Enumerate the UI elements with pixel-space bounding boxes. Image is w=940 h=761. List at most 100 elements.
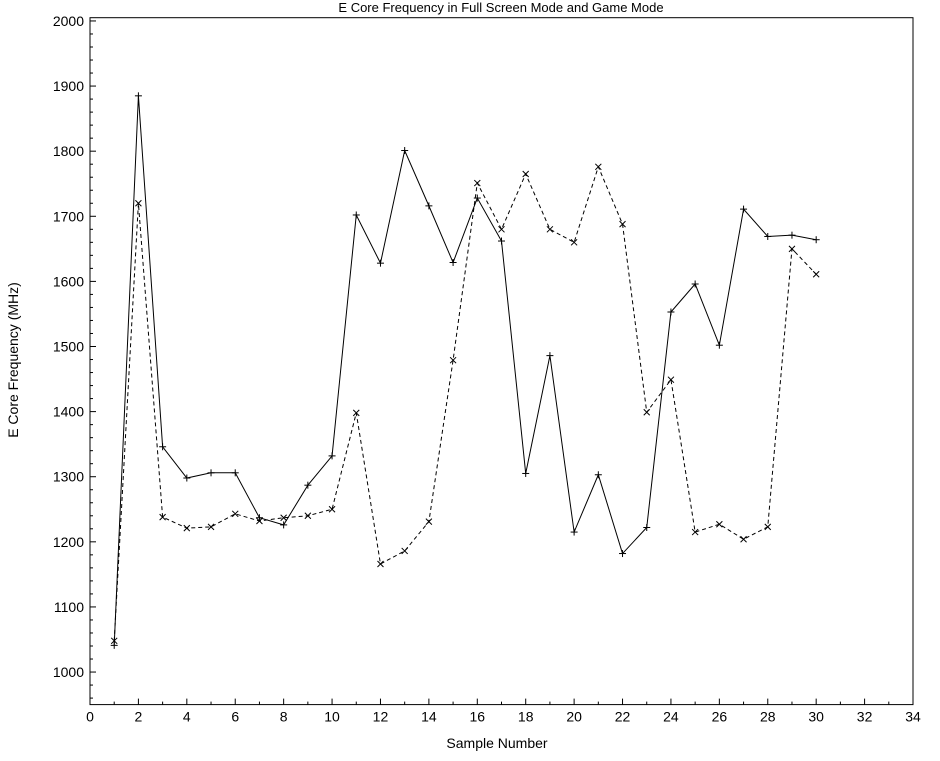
marker-stroke (110, 637, 118, 645)
data-point-plus (328, 452, 336, 460)
data-point-plus (546, 352, 554, 360)
data-point-x (473, 179, 481, 187)
series-line-solid (113, 95, 817, 646)
data-point-x (788, 245, 796, 253)
data-point-plus (207, 469, 215, 477)
x-tick-label: 14 (421, 709, 437, 725)
data-point-x (546, 225, 554, 233)
series-line-dashed (113, 165, 817, 641)
y-tick-label: 1000 (53, 664, 84, 680)
y-tick-label: 1100 (54, 599, 84, 615)
data-point-x (304, 512, 312, 520)
marker-stroke (594, 163, 602, 171)
marker-stroke (740, 535, 747, 543)
marker-stroke (425, 518, 433, 525)
x-axis-label: Sample Number (446, 735, 547, 751)
marker-stroke (546, 225, 554, 233)
marker-stroke (304, 512, 312, 520)
marker-stroke (401, 547, 409, 555)
data-point-x (449, 356, 457, 364)
x-tick-label: 4 (183, 709, 191, 725)
marker-stroke (812, 270, 820, 278)
x-tick-label: 32 (857, 709, 873, 725)
data-point-x (643, 408, 651, 416)
x-tick-label: 34 (905, 709, 921, 725)
data-point-plus (473, 194, 481, 202)
data-point-x (570, 238, 578, 246)
marker-stroke (135, 199, 142, 207)
data-point-x (110, 637, 118, 645)
x-tick-label: 24 (663, 709, 679, 725)
data-point-plus (788, 231, 796, 239)
data-point-x (207, 523, 215, 531)
marker-stroke (764, 523, 772, 531)
marker-stroke (207, 523, 215, 531)
marker-stroke (183, 524, 191, 532)
y-axis-label: E Core Frequency (MHz) (5, 282, 21, 438)
data-point-plus (740, 205, 748, 213)
marker-stroke (788, 245, 796, 253)
data-point-plus (643, 524, 651, 532)
data-point-x (691, 528, 699, 536)
x-tick-label: 20 (566, 709, 582, 725)
data-point-plus (715, 341, 723, 349)
marker-stroke (280, 514, 288, 522)
data-point-x (594, 163, 602, 171)
data-point-plus (667, 308, 675, 316)
data-point-x (667, 376, 675, 384)
y-tick-label: 1400 (53, 404, 84, 420)
x-tick-label: 8 (280, 709, 288, 725)
data-point-plus (255, 514, 263, 522)
data-point-plus (619, 550, 627, 558)
data-point-plus (449, 259, 457, 267)
data-point-plus (498, 237, 505, 245)
data-point-plus (376, 259, 384, 267)
marker-stroke (643, 408, 651, 416)
chart-title: E Core Frequency in Full Screen Mode and… (338, 0, 663, 15)
axes: 0 2 4 6 8 10 12 14 16 18 20 22 24 26 28 30 32 34100011001… (53, 13, 921, 725)
x-tick-label: 16 (470, 709, 486, 725)
y-tick-label: 1900 (53, 78, 84, 94)
data-point-plus (812, 236, 820, 244)
y-tick-label: 1800 (53, 143, 84, 159)
marker-stroke (352, 409, 360, 417)
data-point-plus (134, 92, 142, 100)
marker-stroke (667, 376, 675, 384)
marker-stroke (449, 356, 457, 364)
data-point-x (183, 524, 191, 532)
marker-stroke (498, 225, 505, 233)
data-point-x (619, 220, 626, 228)
plot-frame (89, 17, 914, 706)
data-point-plus (110, 641, 118, 649)
marker-stroke (522, 170, 530, 178)
marker-stroke (231, 510, 239, 518)
data-point-x (425, 518, 433, 525)
data-point-x (812, 270, 820, 278)
marker-stroke (619, 220, 626, 228)
data-point-x (377, 560, 384, 568)
data-point-x (280, 514, 288, 522)
data-point-x (401, 547, 409, 555)
x-tick-label: 22 (615, 709, 631, 725)
data-point-plus (159, 443, 167, 451)
data-point-plus (401, 147, 409, 155)
data-point-x (256, 517, 263, 525)
y-tick-label: 1600 (53, 273, 84, 289)
data-point-plus (425, 202, 433, 210)
series-group (110, 92, 820, 649)
data-point-x (764, 523, 772, 531)
y-tick-label: 2000 (53, 13, 84, 29)
marker-stroke (691, 528, 699, 536)
data-point-plus (594, 471, 602, 479)
marker-stroke (715, 520, 723, 528)
data-point-plus (304, 481, 312, 489)
data-point-plus (691, 280, 699, 288)
x-tick-label: 10 (324, 709, 340, 725)
marker-stroke (256, 517, 263, 525)
y-tick-label: 1500 (53, 339, 84, 355)
x-tick-label: 6 (231, 709, 239, 725)
x-tick-label: 2 (135, 709, 143, 725)
data-point-plus (352, 211, 360, 219)
x-tick-label: 12 (373, 709, 389, 725)
